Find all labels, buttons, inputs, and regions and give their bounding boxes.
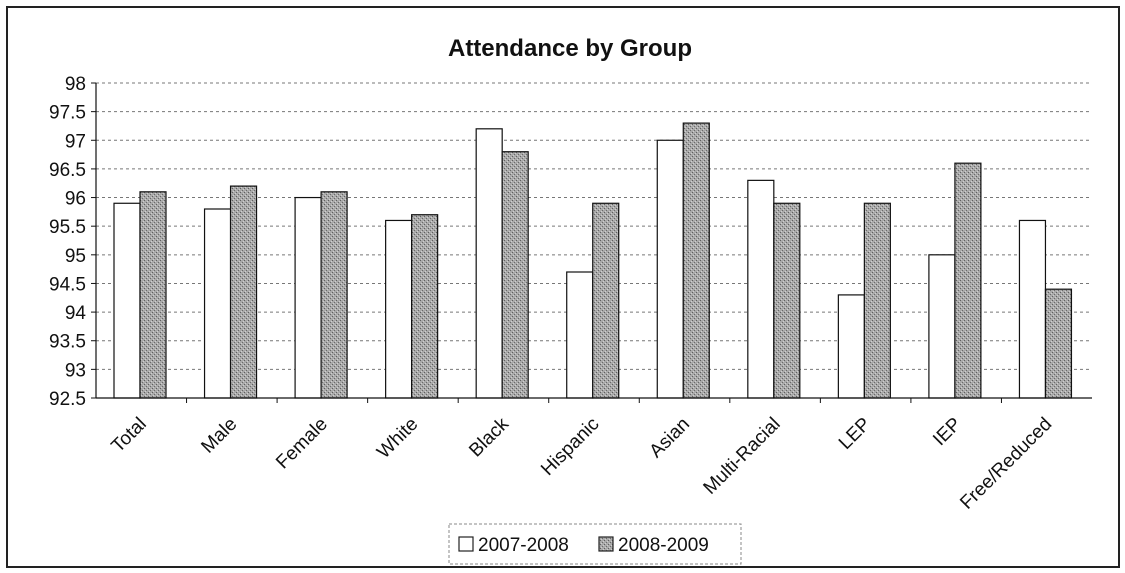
bar-2008-2009-IEP (954, 162, 982, 399)
y-tick-label: 96 (65, 189, 86, 210)
bar-2007-2008-Asian (656, 139, 684, 399)
x-category-label: Female (272, 414, 332, 474)
bar-2008-2009-Total (139, 191, 167, 399)
bar-2007-2008-Multi-Racial (747, 179, 775, 399)
bar-2007-2008-Male (203, 208, 232, 399)
bar-2008-2009-Male (229, 185, 258, 399)
y-tick-label: 94.5 (49, 274, 86, 295)
bar-2008-2009-Female (320, 191, 348, 399)
legend-swatch-2007-2008 (458, 536, 474, 552)
bars (113, 122, 1073, 399)
bar-2007-2008-Female (294, 196, 322, 399)
x-category-label: Hispanic (537, 414, 603, 480)
bar-2007-2008-White (385, 219, 413, 399)
axes (95, 83, 1092, 403)
y-tick-label: 96.5 (49, 160, 86, 181)
x-category-label: Male (197, 414, 241, 458)
y-tick-label: 94 (65, 303, 87, 324)
bar-2008-2009-White (411, 214, 439, 399)
bar-2008-2009-LEP (863, 202, 891, 399)
y-tick-label: 97 (65, 131, 86, 152)
x-category-label: Multi-Racial (700, 414, 785, 499)
bar-2007-2008-Total (113, 202, 141, 399)
y-tick-label: 93.5 (49, 332, 86, 353)
x-category-label: IEP (929, 414, 966, 451)
legend: 2007-2008 2008-2009 (448, 523, 742, 565)
y-tick-label: 97.5 (49, 103, 86, 124)
y-tick-label: 92.5 (49, 389, 86, 410)
bar-2007-2008-Free/Reduced (1018, 219, 1047, 399)
bar-2008-2009-Free/Reduced (1044, 288, 1073, 399)
bar-2008-2009-Hispanic (592, 202, 620, 399)
legend-swatch-2008-2009 (598, 536, 614, 552)
x-category-label: Free/Reduced (956, 414, 1056, 514)
y-axis-ticks: 92.5 93 93.5 94 94.5 95 95.5 96 96.5 97 97.5 98 (49, 74, 96, 410)
bar-2008-2009-Asian (682, 122, 710, 399)
bar-2007-2008-LEP (837, 294, 865, 399)
bar-2007-2008-Hispanic (566, 271, 594, 399)
bar-2007-2008-Black (475, 128, 503, 399)
x-category-label: LEP (835, 414, 875, 454)
x-axis-labels: Total Male Female White Black Hispanic Asian Mu… (108, 413, 1057, 513)
legend-label-2007-2008: 2007-2008 (478, 535, 569, 556)
y-tick-label: 93 (65, 360, 86, 381)
chart-title: Attendance by Group (448, 35, 692, 62)
y-tick-label: 95 (65, 246, 86, 267)
legend-label-2008-2009: 2008-2009 (618, 535, 709, 556)
y-tick-label: 98 (65, 74, 86, 95)
bar-2007-2008-IEP (928, 254, 956, 399)
x-category-label: Asian (646, 414, 694, 462)
bar-2008-2009-Multi-Racial (773, 202, 801, 399)
x-category-label: Black (465, 413, 513, 461)
x-category-label: Total (108, 414, 151, 457)
y-tick-label: 95.5 (49, 217, 86, 238)
bar-2008-2009-Black (501, 151, 529, 399)
x-category-label: White (373, 414, 422, 463)
legend-box (448, 523, 742, 565)
